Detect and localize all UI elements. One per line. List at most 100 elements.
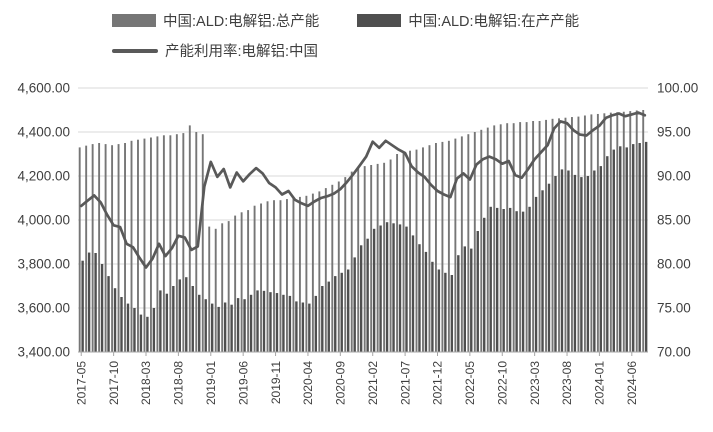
bar-active-capacity [340,272,343,352]
bar-active-capacity [625,147,628,352]
bar-active-capacity [586,176,590,352]
bar-active-capacity [431,261,434,352]
bar-active-capacity [256,290,259,352]
bar-active-capacity [198,294,201,352]
right-axis-tick-label: 85.00 [657,213,691,228]
bar-total-capacity [525,122,528,352]
bar-total-capacity [370,165,373,352]
bar-total-capacity [234,215,237,352]
bar-total-capacity [376,163,379,352]
bar-active-capacity [126,303,130,352]
bar-total-capacity [519,122,522,352]
left-axis-tick-label: 4,400.00 [17,125,70,140]
bar-active-capacity [385,222,389,352]
right-axis-tick-label: 80.00 [657,257,691,272]
bar-active-capacity [230,304,233,352]
bar-total-capacity [117,144,120,352]
bar-active-capacity [521,211,525,352]
bar-total-capacity [357,167,360,352]
bar-total-capacity [428,145,431,352]
bar-total-capacity [208,226,211,352]
bar-active-capacity [495,207,499,352]
bar-active-capacity [210,303,214,352]
bar-total-capacity [460,136,463,352]
bar-total-capacity [590,114,593,353]
legend-row-2: 产能利用率:电解铝:中国 [112,40,318,61]
legend-item-utilization: 产能利用率:电解铝:中国 [112,40,318,61]
bar-active-capacity [236,298,240,352]
bar-active-capacity [217,306,220,352]
left-axis-tick-label: 3,600.00 [17,301,70,316]
bar-total-capacity [383,162,386,352]
bar-total-capacity [292,198,295,352]
legend-total-swatch-icon [112,14,156,27]
bar-total-capacity [221,223,224,352]
bar-total-capacity [363,166,366,352]
bar-active-capacity [366,238,369,352]
bar-total-capacity [169,135,172,352]
bar-active-capacity [424,251,428,352]
bar-active-capacity [476,231,479,352]
bar-total-capacity [201,134,204,352]
bar-total-capacity [473,132,476,352]
bar-active-capacity [405,226,408,352]
x-axis-tick-label: 2019-11 [269,361,283,404]
bar-active-capacity [379,225,382,352]
bar-total-capacity [91,144,94,352]
bar-active-capacity [133,308,136,352]
bar-total-capacity [143,138,146,352]
x-axis-tick-label: 2019-01 [204,361,218,405]
bar-total-capacity [434,143,437,352]
legend-row-1: 中国:ALD:电解铝:总产能 中国:ALD:电解铝:在产产能 [112,10,579,31]
bar-active-capacity [398,224,402,352]
x-axis-tick-label: 2021-07 [398,361,412,405]
bar-active-capacity [632,144,635,352]
bar-active-capacity [483,217,486,352]
bar-active-capacity [185,277,188,352]
x-axis-tick-label: 2018-08 [172,361,186,405]
legend-active-swatch-icon [357,14,402,27]
left-axis-tick-label: 3,400.00 [17,345,70,360]
bar-total-capacity [558,118,560,352]
bar-total-capacity [603,113,606,352]
bar-total-capacity [396,154,399,352]
bar-active-capacity [528,206,531,352]
bar-active-capacity [262,290,266,352]
bar-total-capacity [104,144,107,352]
bar-active-capacity [308,303,311,352]
bar-active-capacity [437,269,441,352]
bar-total-capacity [85,145,88,352]
bar-total-capacity [564,117,567,352]
bar-active-capacity [515,211,518,352]
x-axis-tick-label: 2021-02 [366,361,380,405]
x-axis-tick-label: 2022-05 [463,361,477,405]
bar-active-capacity [463,246,466,352]
x-axis-tick-label: 2023-08 [560,361,574,405]
right-axis-tick-label: 90.00 [657,169,691,184]
bar-active-capacity [334,276,337,352]
right-axis-tick-label: 95.00 [657,125,691,140]
bar-active-capacity [638,143,641,352]
bar-active-capacity [372,228,376,352]
bar-active-capacity [567,170,570,352]
bar-active-capacity [120,297,123,352]
bar-active-capacity [191,286,194,352]
bar-total-capacity [486,127,489,352]
legend-total-label: 中国:ALD:电解铝:总产能 [163,14,320,30]
bar-total-capacity [240,212,243,352]
bar-total-capacity [247,210,250,352]
bar-total-capacity [305,195,308,352]
bar-total-capacity [499,124,502,352]
bar-active-capacity [146,316,149,352]
bar-total-capacity [337,181,340,352]
bar-active-capacity [606,156,609,352]
bar-total-capacity [188,125,191,353]
bar-active-capacity [573,174,577,352]
bar-active-capacity [502,209,505,352]
x-axis-tick-label: 2022-10 [496,361,510,405]
bar-active-capacity [243,299,246,352]
bar-active-capacity [470,248,473,352]
bar-active-capacity [450,275,454,352]
bar-active-capacity [508,207,512,352]
bar-active-capacity [327,281,330,352]
